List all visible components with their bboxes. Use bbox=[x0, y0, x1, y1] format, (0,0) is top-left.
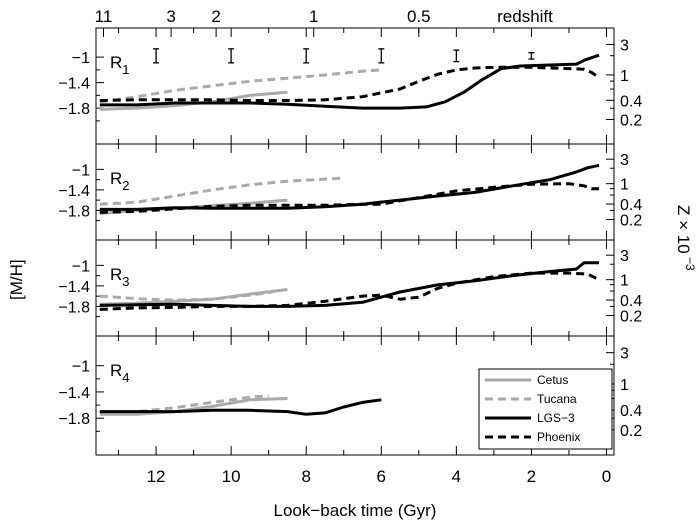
panel-frame bbox=[95, 335, 615, 456]
panel-label-subscript: 4 bbox=[122, 370, 129, 385]
y-tick-label: −1.4 bbox=[58, 385, 90, 402]
y-tick-label: −1 bbox=[72, 162, 90, 179]
series-phoenix-line bbox=[99, 182, 599, 214]
x-tick-label: 4 bbox=[452, 467, 461, 486]
y-tick-label: −1 bbox=[72, 258, 90, 275]
series-cetus-line bbox=[99, 397, 288, 416]
y-tick-label: −1.4 bbox=[58, 183, 90, 200]
z-tick-label: 3 bbox=[620, 152, 629, 169]
x-tick-label: 0 bbox=[602, 467, 611, 486]
panel-label-subscript: 2 bbox=[122, 178, 129, 193]
z-tick-label: 3 bbox=[620, 37, 629, 54]
legend-label-cetus: Cetus bbox=[537, 373, 568, 387]
series-phoenix-line bbox=[99, 65, 600, 102]
z-tick-label: 0.4 bbox=[620, 293, 642, 310]
z-tick-label: 0.2 bbox=[620, 112, 642, 129]
z-tick-label: 3 bbox=[620, 346, 629, 363]
panel-label-subscript: 3 bbox=[122, 274, 129, 289]
legend-label-tucana: Tucana bbox=[537, 392, 577, 406]
redshift-tick-label: 1 bbox=[309, 7, 318, 26]
redshift-tick-label: 0.5 bbox=[407, 7, 431, 26]
series-tucana-line bbox=[99, 68, 382, 104]
legend-label-phoenix: Phoenix bbox=[537, 430, 580, 444]
redshift-axis: 11 3 2 1 0.5 redshift bbox=[95, 7, 553, 37]
y-tick-label: −1.8 bbox=[58, 101, 90, 118]
z-tick-label: 0.2 bbox=[620, 212, 642, 229]
y-tick-label: −1.8 bbox=[58, 203, 90, 220]
z-tick-label: 0.4 bbox=[620, 197, 642, 214]
x-axis-label: Look−back time (Gyr) bbox=[274, 501, 437, 520]
x-tick-label: 6 bbox=[377, 467, 386, 486]
y-axis-label: [M/H] bbox=[7, 259, 26, 300]
y-tick-label: −1.8 bbox=[58, 411, 90, 428]
series-lgs3-line bbox=[99, 53, 600, 110]
z-tick-label: 0.2 bbox=[620, 423, 642, 440]
z-tick-label: 0.4 bbox=[620, 403, 642, 420]
right-axis-label-exponent: −3 bbox=[683, 257, 696, 271]
x-tick-label: 2 bbox=[527, 467, 536, 486]
series-lgs3-line bbox=[99, 261, 599, 308]
x-tick-label: 12 bbox=[147, 467, 166, 486]
series-tucana-line bbox=[99, 290, 273, 302]
z-tick-label: 1 bbox=[620, 377, 629, 394]
series-tucana-line bbox=[99, 176, 344, 206]
y-tick-label: −1.4 bbox=[58, 76, 90, 93]
right-axis-label: Z × 10 −3 bbox=[674, 205, 696, 271]
z-tick-label: 3 bbox=[620, 248, 629, 265]
x-tick-label: 10 bbox=[222, 467, 241, 486]
z-tick-label: 0.4 bbox=[620, 93, 642, 110]
series-phoenix-line bbox=[99, 271, 600, 311]
redshift-tick-label: 11 bbox=[95, 7, 113, 26]
redshift-tick-label: 3 bbox=[166, 7, 175, 26]
y-tick-label: −1.8 bbox=[58, 299, 90, 316]
x-axis: 12 10 8 6 4 2 0 bbox=[147, 467, 612, 486]
y-tick-label: −1.4 bbox=[58, 279, 90, 296]
redshift-tick-label: 2 bbox=[211, 7, 220, 26]
right-axis-label-text: Z × 10 bbox=[674, 205, 693, 254]
redshift-title: redshift bbox=[497, 7, 553, 26]
z-tick-label: 1 bbox=[620, 273, 629, 290]
series-lgs3-line bbox=[99, 398, 382, 416]
z-tick-label: 1 bbox=[620, 177, 629, 194]
y-tick-label: −1 bbox=[72, 50, 90, 67]
y-tick-label: −1 bbox=[72, 359, 90, 376]
panel-label-subscript: 1 bbox=[122, 62, 129, 77]
panels-layer: −1−1.4−1.8310.40.2R1−1−1.4−1.8310.40.2R2… bbox=[58, 27, 642, 456]
x-tick-label: 8 bbox=[301, 467, 310, 486]
legend: Cetus Tucana LGS−3 Phoenix bbox=[478, 368, 613, 450]
legend-label-lgs3: LGS−3 bbox=[537, 411, 575, 425]
z-tick-label: 1 bbox=[620, 68, 629, 85]
z-tick-label: 0.2 bbox=[620, 308, 642, 325]
